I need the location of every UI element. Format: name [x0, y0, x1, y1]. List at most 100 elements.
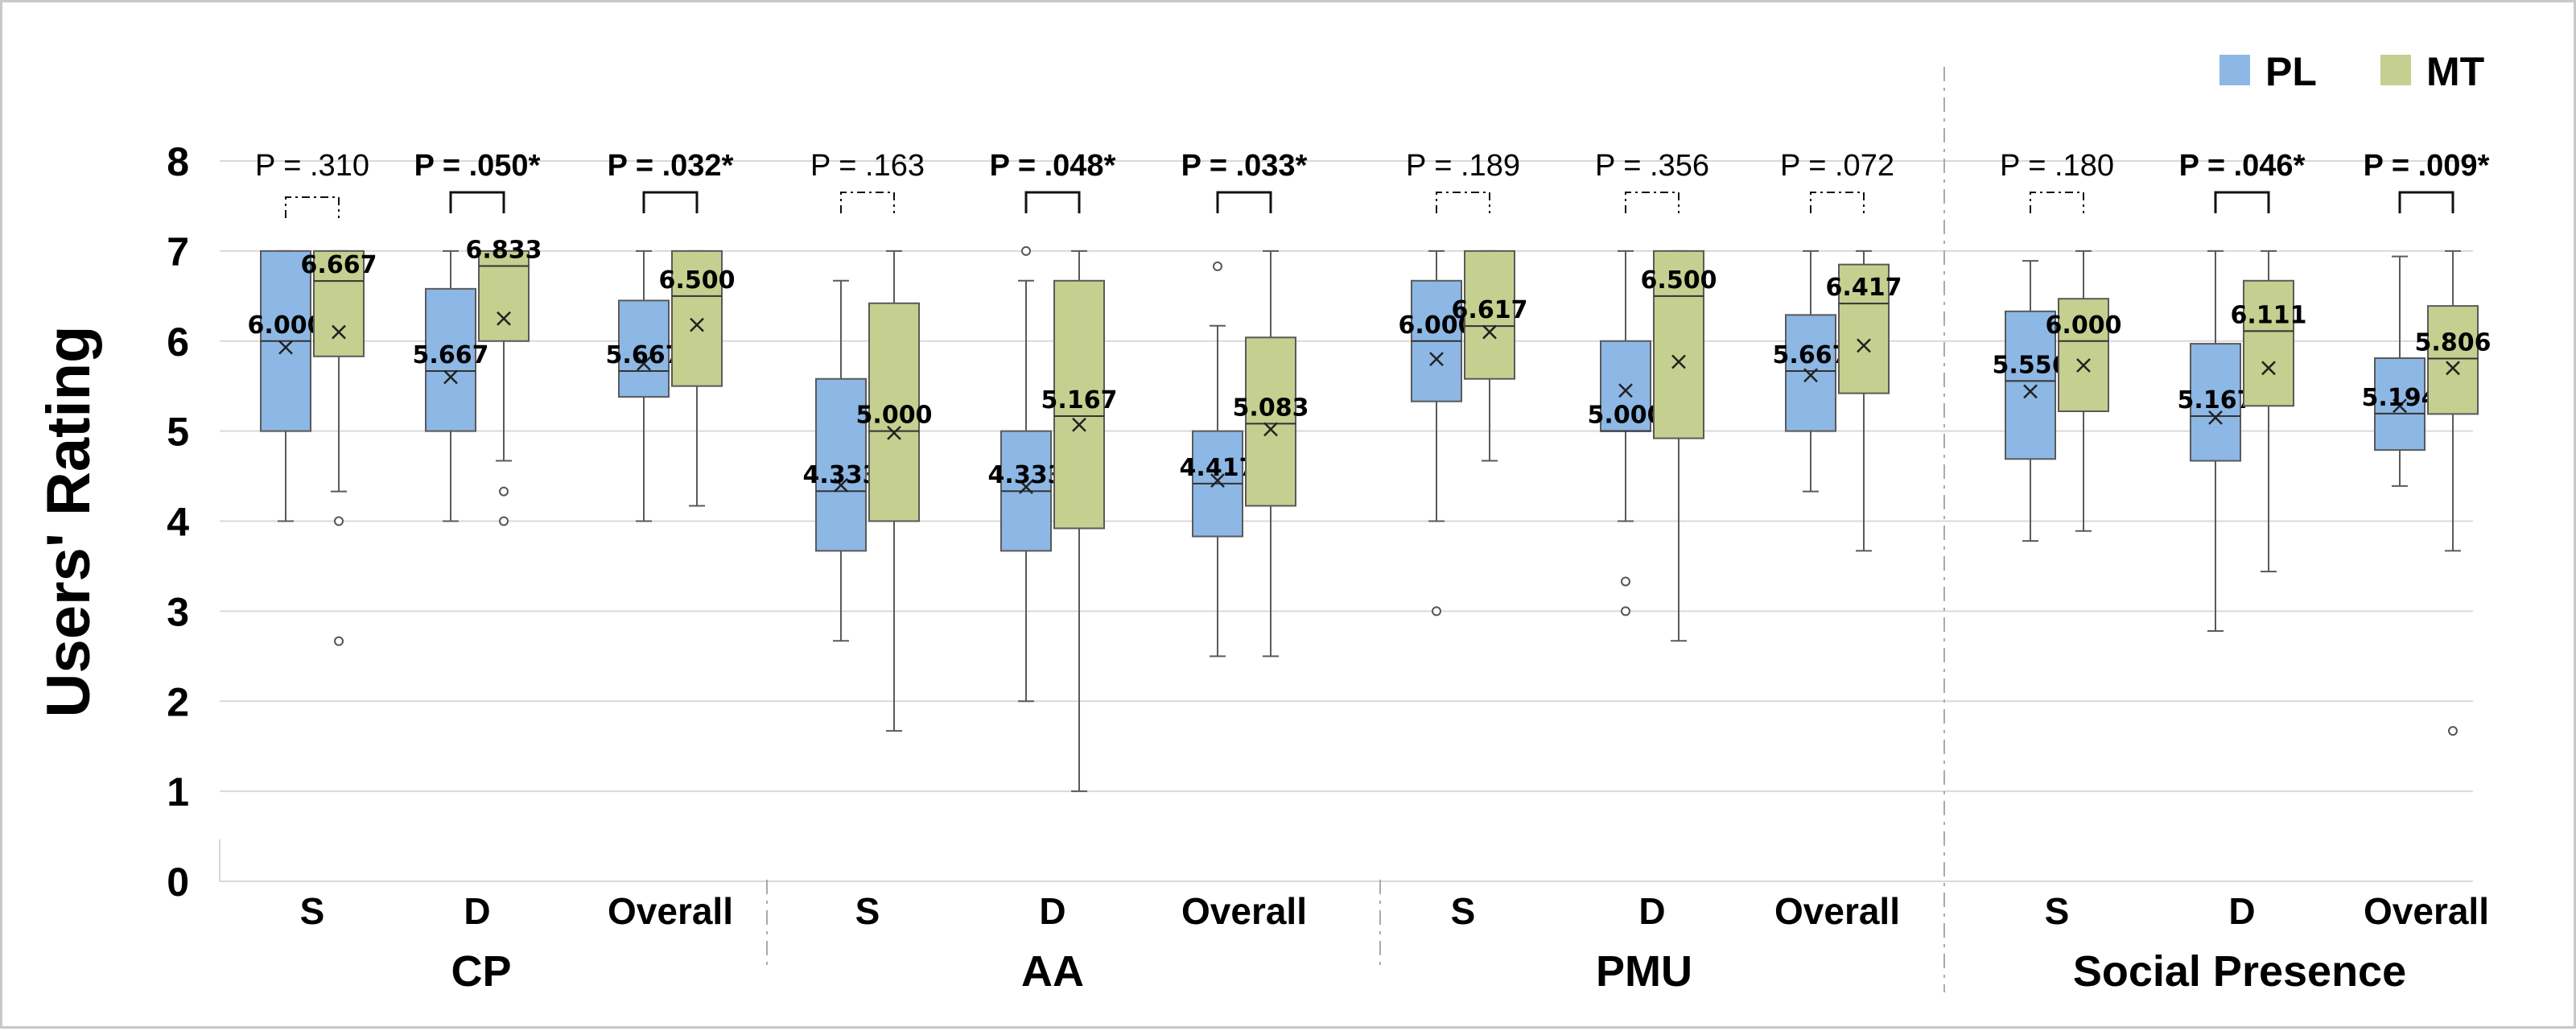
MT-outlier-point: [334, 516, 344, 526]
significance-bracket: [2214, 191, 2270, 213]
MT-mean-marker: [1857, 338, 1871, 353]
PL-median-label: 5.667: [606, 341, 682, 369]
MT-outlier-point: [499, 486, 509, 497]
PL-median-label: 5.667: [1773, 341, 1849, 369]
MT-box: [1653, 250, 1704, 439]
MT-mean-marker: [2076, 358, 2091, 373]
MT-mean-marker: [887, 425, 901, 440]
MT-mean-marker: [1072, 417, 1086, 432]
MT-box: [1245, 336, 1296, 507]
PL-mean-marker: [1618, 383, 1633, 398]
PL-mean-marker: [278, 340, 293, 355]
PL-outlier-point: [1621, 606, 1630, 617]
significance-bracket: [1625, 192, 1680, 213]
PL-mean-marker: [2208, 410, 2223, 425]
MT-mean-marker: [1263, 422, 1278, 437]
x-category-label: Overall: [1181, 890, 1307, 932]
PL-median-label: 6.000: [1399, 311, 1475, 340]
y-tick-label: 1: [167, 769, 189, 814]
MT-mean-marker: [690, 317, 704, 332]
significance-bracket: [2030, 192, 2084, 213]
y-tick-label: 0: [167, 860, 189, 905]
MT-median-label: 6.667: [301, 251, 377, 279]
group-label: Social Presence: [2073, 947, 2406, 996]
significance-bracket: [449, 191, 505, 213]
x-category-label: S: [2045, 890, 2070, 932]
PL-outlier-point: [1021, 245, 1031, 256]
p-value-label: P = .189: [1406, 149, 1520, 183]
significance-bracket: [2398, 191, 2454, 213]
x-category-label: S: [1451, 890, 1476, 932]
significance-bracket: [1024, 191, 1081, 213]
PL-mean-marker: [834, 477, 848, 493]
group-label: CP: [451, 947, 511, 996]
PL-box: [2005, 310, 2056, 460]
PL-mean-marker: [1429, 352, 1444, 367]
significance-bracket: [642, 191, 699, 213]
MT-median-label: 6.500: [1641, 266, 1717, 295]
x-category-label: Overall: [1774, 890, 1900, 932]
x-category-label: S: [300, 890, 325, 932]
MT-mean-marker: [2446, 361, 2460, 376]
PL-median-label: 6.000: [248, 311, 324, 340]
PL-mean-marker: [2393, 398, 2407, 414]
MT-mean-marker: [497, 311, 511, 326]
p-value-label: P = .310: [255, 149, 369, 183]
y-tick-label: 4: [167, 500, 189, 545]
x-category-label: D: [2228, 890, 2255, 932]
p-value-label: P = .009*: [2364, 149, 2490, 183]
MT-mean-marker: [1671, 354, 1686, 369]
MT-box: [478, 250, 530, 342]
MT-median-label: 5.000: [856, 402, 933, 430]
p-value-label: P = .356: [1595, 149, 1709, 183]
group-label: PMU: [1596, 947, 1692, 996]
PL-median-label: 5.667: [413, 341, 489, 369]
MT-mean-marker: [332, 324, 346, 340]
MT-outlier-point: [2448, 726, 2458, 736]
PL-outlier-point: [1213, 261, 1222, 271]
p-value-label: P = .046*: [2179, 149, 2306, 183]
MT-median-label: 6.833: [466, 237, 542, 265]
PL-median-label: 4.333: [803, 461, 880, 489]
x-category-label: D: [464, 890, 490, 932]
MT-median-label: 6.111: [2231, 301, 2307, 329]
significance-bracket: [1810, 192, 1865, 213]
legend-swatch-PL: [2219, 55, 2250, 85]
significance-bracket: [285, 196, 340, 218]
y-tick-label: 8: [167, 139, 189, 184]
significance-bracket: [1216, 191, 1272, 213]
legend-label-PL: PL: [2265, 49, 2317, 94]
PL-mean-marker: [2023, 384, 2038, 399]
legend-label-MT: MT: [2426, 49, 2484, 94]
MT-box: [313, 250, 365, 357]
MT-median-label: 6.500: [659, 266, 736, 295]
p-value-label: P = .163: [810, 149, 925, 183]
PL-box: [2374, 357, 2426, 452]
MT-mean-marker: [2261, 361, 2276, 376]
PL-mean-marker: [1210, 473, 1225, 489]
MT-box: [2243, 279, 2294, 407]
PL-median-label: 5.556: [1993, 351, 2069, 379]
PL-median-label: 4.333: [988, 461, 1065, 489]
significance-bracket: [1436, 192, 1490, 213]
p-value-label: P = .050*: [414, 149, 541, 183]
p-value-label: P = .048*: [990, 149, 1116, 183]
PL-box: [815, 377, 867, 552]
MT-median-label: 5.167: [1041, 386, 1118, 414]
x-category-label: Overall: [608, 890, 733, 932]
MT-box: [1053, 279, 1105, 530]
p-value-label: P = .033*: [1181, 149, 1308, 183]
PL-box: [425, 287, 476, 432]
y-tick-label: 5: [167, 410, 189, 455]
p-value-label: P = .072: [1780, 149, 1894, 183]
MT-outlier-point: [334, 636, 344, 646]
PL-median-label: 5.167: [2178, 386, 2254, 414]
MT-box: [1464, 250, 1515, 380]
y-tick-label: 3: [167, 589, 189, 634]
p-value-label: P = .180: [2000, 149, 2114, 183]
MT-median-label: 6.617: [1452, 296, 1528, 324]
PL-mean-marker: [1019, 480, 1033, 494]
MT-box: [2427, 305, 2479, 415]
